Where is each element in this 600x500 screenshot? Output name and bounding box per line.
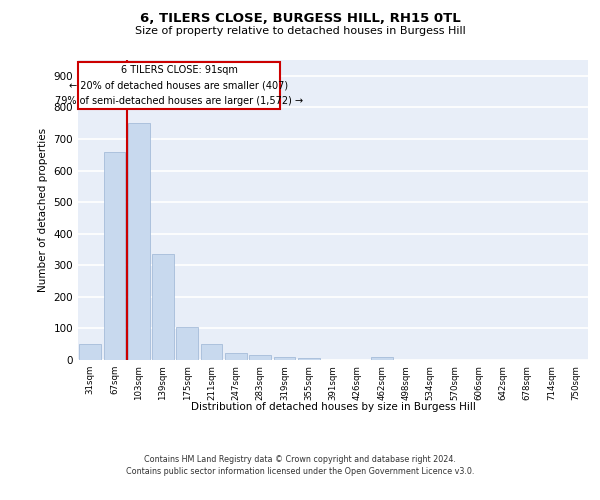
Bar xyxy=(225,353,247,360)
Bar xyxy=(176,327,198,360)
Bar xyxy=(371,357,392,360)
Text: 6 TILERS CLOSE: 91sqm
← 20% of detached houses are smaller (407)
79% of semi-det: 6 TILERS CLOSE: 91sqm ← 20% of detached … xyxy=(55,64,303,106)
Bar xyxy=(249,356,271,360)
Bar xyxy=(128,123,149,360)
Text: Size of property relative to detached houses in Burgess Hill: Size of property relative to detached ho… xyxy=(134,26,466,36)
Y-axis label: Number of detached properties: Number of detached properties xyxy=(38,128,48,292)
Text: 6, TILERS CLOSE, BURGESS HILL, RH15 0TL: 6, TILERS CLOSE, BURGESS HILL, RH15 0TL xyxy=(140,12,460,26)
Text: Distribution of detached houses by size in Burgess Hill: Distribution of detached houses by size … xyxy=(191,402,475,412)
FancyBboxPatch shape xyxy=(79,62,280,109)
Bar xyxy=(79,344,101,360)
Bar xyxy=(104,152,125,360)
Bar xyxy=(200,344,223,360)
Bar xyxy=(152,254,174,360)
Bar xyxy=(298,358,320,360)
Text: Contains public sector information licensed under the Open Government Licence v3: Contains public sector information licen… xyxy=(126,468,474,476)
Bar xyxy=(274,357,295,360)
Text: Contains HM Land Registry data © Crown copyright and database right 2024.: Contains HM Land Registry data © Crown c… xyxy=(144,455,456,464)
